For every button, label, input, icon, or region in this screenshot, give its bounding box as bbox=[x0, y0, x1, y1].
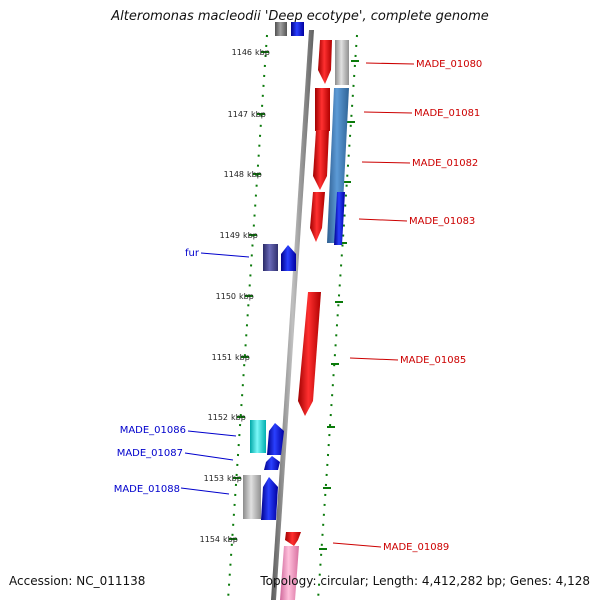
gene-arrow-made-01088 bbox=[261, 477, 278, 520]
gene-block-slate-fur bbox=[263, 244, 278, 271]
tick-label-1148: 1148 bbox=[224, 170, 244, 179]
gene-block-pink-01089 bbox=[280, 546, 299, 600]
leader-lines-reverse bbox=[180, 252, 250, 495]
tick-unit-label: kbp bbox=[227, 474, 242, 483]
right-guide-dotted-line bbox=[317, 34, 358, 600]
gene-arrow-fur bbox=[281, 245, 296, 271]
gene-block-cyan-made-01086 bbox=[250, 420, 266, 453]
gene-arrow-made-01085 bbox=[298, 292, 321, 416]
gene-arrow-made-01086 bbox=[267, 423, 284, 455]
ruler-tick-marks bbox=[229, 51, 269, 540]
gene-arrow-made-01087 bbox=[264, 456, 280, 470]
tick-unit-label: kbp bbox=[247, 170, 262, 179]
right-guide-tick-marks bbox=[319, 60, 359, 550]
ruler-unit-labels: kbp kbp kbp kbp kbp kbp kbp kbp kbp bbox=[223, 48, 270, 544]
gene-block-steel-01081 bbox=[327, 88, 349, 243]
tick-label-1146: 1146 bbox=[232, 48, 252, 57]
gene-arrow-made-01080 bbox=[318, 40, 332, 84]
tick-label-1151: 1151 bbox=[212, 353, 232, 362]
gene-arrow-made-01081 bbox=[315, 88, 330, 131]
gene-block-top-gray bbox=[275, 22, 287, 36]
tick-label-1154: 1154 bbox=[200, 535, 220, 544]
tick-label-1150: 1150 bbox=[216, 292, 236, 301]
genome-backbone bbox=[271, 30, 314, 600]
ruler-dotted-line bbox=[227, 34, 268, 600]
gene-arrow-made-01089 bbox=[285, 532, 301, 546]
accession-label: Accession: NC_011138 bbox=[9, 574, 146, 588]
gene-label-made-01083: MADE_01083 bbox=[409, 216, 475, 227]
tick-label-1153: 1153 bbox=[204, 474, 224, 483]
tick-unit-label: kbp bbox=[251, 110, 266, 119]
tick-unit-label: kbp bbox=[223, 535, 238, 544]
map-title: Alteromonas macleodii 'Deep ecotype', co… bbox=[111, 9, 489, 24]
gene-label-made-01081: MADE_01081 bbox=[414, 108, 480, 119]
gene-label-made-01085: MADE_01085 bbox=[400, 355, 466, 366]
gene-labels: MADE_01080 MADE_01081 MADE_01082 MADE_01… bbox=[114, 59, 483, 553]
topology-summary: Topology: circular; Length: 4,412,282 bp… bbox=[260, 574, 590, 588]
gene-block-top-blue bbox=[291, 22, 304, 36]
gene-label-made-01082: MADE_01082 bbox=[412, 158, 478, 169]
gene-label-fur: fur bbox=[185, 248, 200, 259]
gene-label-made-01086: MADE_01086 bbox=[120, 425, 186, 436]
gene-block-gray-01080 bbox=[335, 40, 349, 85]
gene-block-gray-made-01088 bbox=[243, 475, 261, 519]
tick-label-1152: 1152 bbox=[208, 413, 228, 422]
tick-label-1147: 1147 bbox=[228, 110, 248, 119]
ruler-tick-labels: 1146 1147 1148 1149 1150 1151 1152 1153 … bbox=[200, 48, 252, 544]
tick-unit-label: kbp bbox=[243, 231, 258, 240]
tick-unit-label: kbp bbox=[231, 413, 246, 422]
gene-label-made-01089: MADE_01089 bbox=[383, 542, 449, 553]
gene-arrow-made-01083 bbox=[310, 192, 325, 242]
gene-label-made-01087: MADE_01087 bbox=[117, 448, 183, 459]
gene-label-made-01080: MADE_01080 bbox=[416, 59, 482, 70]
gene-block-blue-01083 bbox=[334, 192, 345, 245]
gene-label-made-01088: MADE_01088 bbox=[114, 484, 180, 495]
tick-unit-label: kbp bbox=[235, 353, 250, 362]
gene-arrow-made-01082 bbox=[313, 130, 329, 190]
tick-unit-label: kbp bbox=[239, 292, 254, 301]
tick-label-1149: 1149 bbox=[220, 231, 240, 240]
leader-lines-forward bbox=[332, 62, 415, 548]
tick-unit-label: kbp bbox=[255, 48, 270, 57]
